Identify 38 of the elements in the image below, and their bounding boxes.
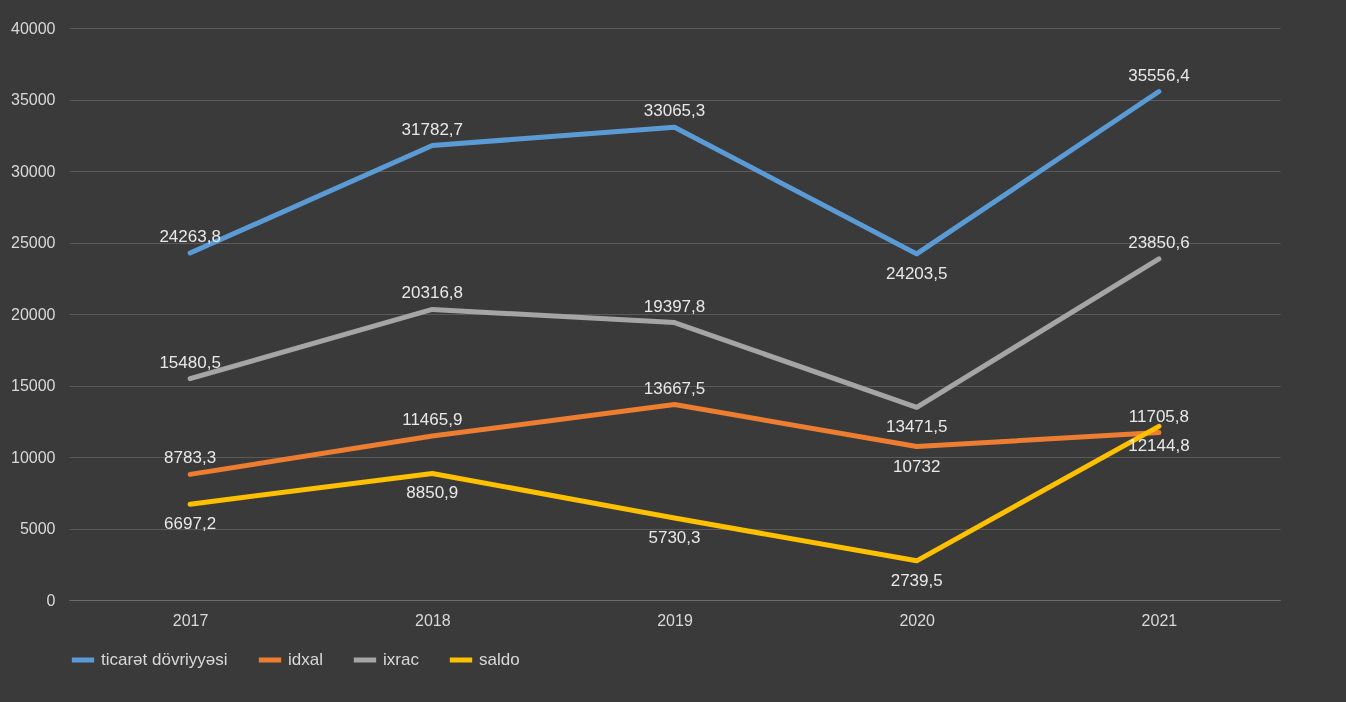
- data-label: 31782,7: [401, 119, 464, 139]
- legend-label: ixrac: [383, 650, 420, 669]
- data-label: 35556,4: [1128, 65, 1190, 85]
- x-tick-label: 2018: [415, 611, 451, 629]
- data-label: 12144,8: [1128, 436, 1190, 456]
- data-label: 11465,9: [402, 410, 463, 430]
- data-label: 19397,8: [643, 296, 706, 316]
- y-tick-label: 20000: [11, 305, 56, 323]
- data-label: 15480,5: [159, 352, 221, 372]
- y-tick-label: 35000: [11, 91, 56, 108]
- data-label: 8850,9: [406, 483, 459, 503]
- data-label: 13471,5: [885, 417, 948, 437]
- data-label: 24263,8: [159, 227, 221, 247]
- legend-label: idxal: [288, 650, 323, 669]
- y-tick-label: 0: [46, 591, 56, 609]
- data-label: 24203,5: [885, 263, 948, 283]
- y-tick-label: 25000: [11, 234, 56, 251]
- x-tick-label: 2019: [657, 611, 693, 629]
- data-label: 23850,6: [1128, 232, 1190, 252]
- x-tick-label: 2021: [1141, 611, 1178, 629]
- y-tick-label: 10000: [11, 448, 56, 466]
- legend-label: saldo: [479, 650, 520, 669]
- data-label: 6697,2: [164, 514, 217, 534]
- data-label: 33065,3: [643, 101, 706, 121]
- x-tick-label: 2017: [172, 611, 209, 629]
- data-label: 2739,5: [890, 570, 943, 590]
- data-label: 20316,8: [401, 283, 464, 303]
- y-tick-label: 15000: [11, 377, 56, 394]
- data-label: 11705,8: [1128, 406, 1189, 426]
- data-label: 13667,5: [643, 378, 706, 398]
- x-tick-label: 2020: [899, 611, 936, 629]
- data-label: 5730,3: [648, 528, 701, 548]
- y-tick-label: 30000: [11, 162, 56, 180]
- data-label: 10732: [893, 456, 941, 476]
- y-tick-label: 5000: [19, 520, 56, 537]
- data-label: 8783,3: [164, 448, 217, 468]
- y-tick-label: 40000: [11, 19, 56, 37]
- legend-label: ticarət dövriyyəsi: [101, 650, 228, 669]
